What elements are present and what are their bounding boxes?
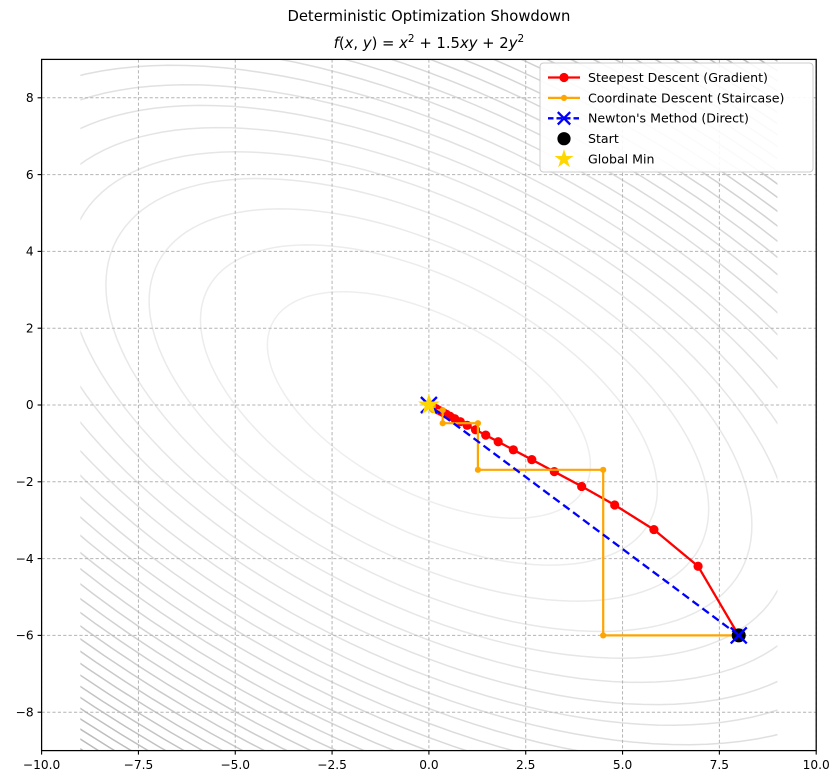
formula-segment: f [334,35,342,52]
y-tick-label: 4 [26,245,34,259]
contour-level [199,244,659,566]
axis-ticks: −10.0 −7.5 −5.0 −2.5 0.0 2.5 5.0 7.5 10.0 −8 −6 −4 −… [16,91,830,772]
y-tick-label: −6 [16,629,34,643]
y-tick-label: −4 [16,552,34,566]
legend-item: Steepest Descent (Gradient) [548,70,768,85]
x-tick-label: 5.0 [613,758,632,772]
y-tick-label: 0 [26,398,34,412]
legend-label: Coordinate Descent (Staircase) [588,90,784,105]
newton-x-marker [729,626,748,645]
steepest-descent-marker [549,467,559,477]
coordinate-descent-marker [600,632,607,639]
legend-circle-marker [559,72,569,83]
steepest-descent-marker [527,455,537,465]
x-tick-label: −10.0 [23,758,60,772]
legend-label: Newton's Method (Direct) [588,111,749,126]
legend-dot-marker [560,94,568,101]
legend-label: Start [588,131,619,146]
steepest-descent-marker [481,430,491,440]
x-tick-label: 10.0 [803,758,830,772]
steepest-descent-marker [508,445,518,455]
titles: Deterministic Optimization Showdownf(x, … [287,8,570,52]
contour-level [148,208,710,602]
formula-segment: x [398,35,408,52]
formula-segment: 2 [408,33,415,45]
legend-item: Coordinate Descent (Staircase) [548,90,784,105]
formula-segment: xy [459,35,478,52]
coordinate-descent-marker [474,466,482,473]
x-tick-label: −5.0 [220,758,250,772]
steepest-descent-marker [577,481,587,492]
contour-level [80,151,778,659]
legend-label: Global Min [588,152,655,167]
legend-item: Global Min [554,149,655,168]
y-tick-label: −2 [16,475,34,489]
x-tick-label: 7.5 [710,758,729,772]
contour-level [80,104,778,706]
steepest-descent-marker [693,561,703,571]
formula-segment: 2 [517,33,524,45]
y-tick-label: 2 [26,321,34,335]
coordinate-descent-marker [439,420,446,427]
legend: Steepest Descent (Gradient) Coordinate De… [539,62,814,173]
formula-segment: ( [339,35,345,52]
contour-level [80,59,778,751]
contour-level [105,177,753,633]
formula-segment: ) = [372,35,400,52]
steepest-descent-marker [649,524,659,535]
formula-segment: y [508,35,518,52]
legend-star-marker [554,149,574,168]
newton-path [428,404,740,637]
y-tick-label: −8 [16,705,34,719]
legend-x-marker [556,111,572,126]
coordinate-descent-marker [474,420,482,427]
legend-label: Steepest Descent (Gradient) [588,70,768,85]
steepest-descent-marker [610,500,620,510]
plot-subtitle-formula: f(x, y) = x2 + 1.5xy + 2y2 [334,33,525,52]
formula-segment: , [353,35,362,52]
contour-level [80,83,778,727]
coordinate-descent-marker [600,466,607,473]
legend-box [539,62,814,173]
legend-item: Start [557,131,619,146]
formula-segment: y [362,35,372,52]
formula-segment: + 2 [477,35,508,52]
formula-segment: x [344,35,354,52]
y-tick-label: 6 [26,168,34,182]
contour-level [266,291,592,519]
data-series [417,393,748,645]
formula-segment: + 1.5 [415,35,460,52]
contour-level [80,126,778,684]
x-tick-label: 0.0 [419,758,438,772]
legend-start-marker [557,132,571,146]
steepest-descent-marker [493,437,503,447]
plot-title: Deterministic Optimization Showdown [287,8,570,25]
legend-item: Newton's Method (Direct) [548,111,749,126]
x-tick-label: 2.5 [516,758,535,772]
x-tick-label: −7.5 [124,758,154,772]
global-min-star [417,393,440,415]
x-tick-label: −2.5 [317,758,347,772]
y-tick-label: 8 [26,91,34,105]
coordinate-descent-marker [439,407,446,414]
